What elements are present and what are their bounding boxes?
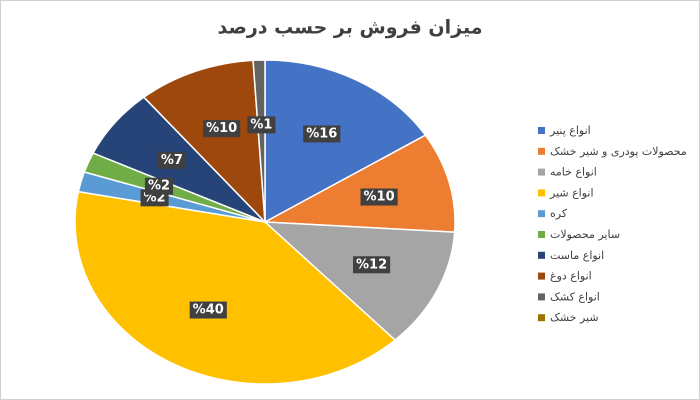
legend-label: کره [550, 207, 568, 220]
legend-swatch [538, 314, 545, 322]
legend-swatch [538, 293, 545, 301]
pie-slice [262, 221, 456, 342]
legend-label: سایر محصولات [550, 228, 620, 241]
legend-label: انواع شیر [549, 186, 594, 199]
legend-label: انواع ماست [550, 249, 604, 262]
legend-swatch [538, 189, 545, 197]
data-label-bg [303, 125, 341, 143]
data-label: %7 [157, 151, 186, 169]
data-label-bg [189, 301, 227, 319]
data-label-text: %7 [161, 153, 183, 168]
data-label: %2 [144, 177, 174, 195]
pie-slice [252, 59, 266, 223]
data-label: %10 [360, 188, 398, 206]
data-label: %40 [189, 301, 227, 319]
pie-slice [262, 134, 456, 233]
data-label: %12 [353, 256, 391, 274]
legend-swatch [538, 251, 545, 259]
legend-swatch [538, 210, 545, 218]
legend-label: شیر خشک [550, 311, 599, 324]
pie-slice [264, 59, 427, 224]
data-label-bg [157, 151, 186, 169]
data-label-bg [144, 177, 174, 195]
legend-swatch [538, 127, 545, 134]
legend-swatch [538, 147, 545, 155]
data-label-bg [360, 188, 398, 206]
data-label: %1 [247, 116, 276, 134]
data-label-bg [247, 116, 276, 134]
data-label-text: %16 [306, 126, 337, 141]
legend-swatch [538, 168, 545, 176]
legend-swatch [538, 272, 545, 280]
legend-label: انواع پنیر [549, 124, 591, 137]
data-label-text: %10 [364, 190, 395, 205]
legend-swatch [538, 231, 545, 238]
data-label: %10 [203, 120, 241, 138]
legend-label: انواع خامه [550, 166, 597, 179]
legend-label: محصولات پودری و شیر خشک [550, 145, 687, 158]
data-label-text: %1 [250, 117, 272, 132]
legend-label: انواع کشک [550, 290, 600, 303]
pie-slice [74, 190, 397, 385]
data-label-text: %12 [356, 257, 387, 272]
data-label-bg [353, 256, 391, 274]
data-label-text: %2 [148, 179, 170, 194]
data-label-text: %10 [206, 121, 237, 136]
data-label: %16 [303, 125, 341, 143]
pie-slice [142, 59, 266, 225]
chart-title: میزان فروش بر حسب درصد [218, 17, 483, 39]
data-label-bg [203, 120, 241, 138]
data-label-text: %40 [193, 303, 224, 318]
legend-label: انواع دوغ [550, 270, 592, 283]
